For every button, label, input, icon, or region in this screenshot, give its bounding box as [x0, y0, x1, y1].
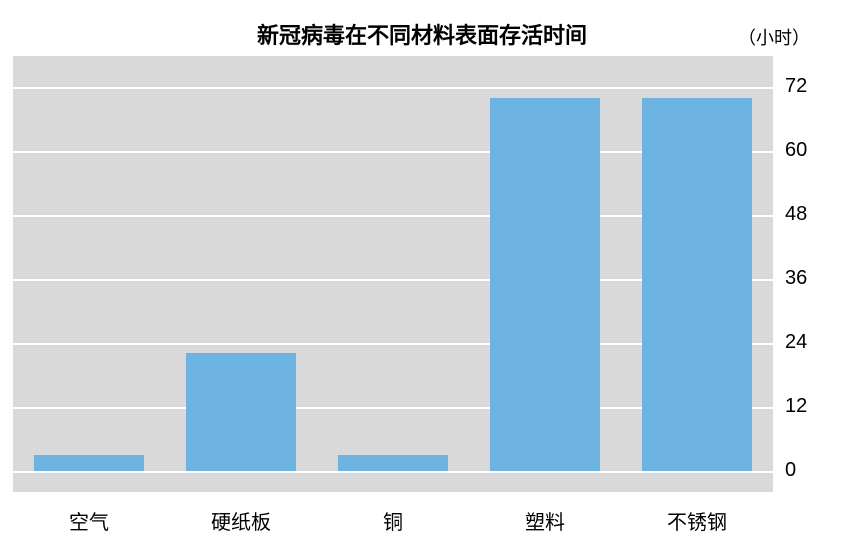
bar-4 — [642, 98, 751, 471]
gridline — [13, 471, 773, 473]
chart-title: 新冠病毒在不同材料表面存活时间 — [0, 18, 844, 50]
ytick-label: 36 — [785, 267, 807, 290]
bar-1 — [186, 353, 295, 470]
xtick-label: 空气 — [13, 506, 165, 535]
xtick-label: 塑料 — [469, 506, 621, 535]
plot-area — [13, 55, 773, 492]
xtick-label: 铜 — [317, 506, 469, 535]
ytick-label: 72 — [785, 75, 807, 98]
ytick-label: 48 — [785, 203, 807, 226]
ytick-label: 24 — [785, 331, 807, 354]
unit-label: （小时） — [738, 24, 810, 50]
xtick-label: 硬纸板 — [165, 506, 317, 535]
xtick-label: 不锈钢 — [621, 506, 773, 535]
ytick-label: 60 — [785, 139, 807, 162]
ytick-label: 12 — [785, 395, 807, 418]
ytick-label: 0 — [785, 459, 796, 482]
gridline — [13, 87, 773, 89]
bar-3 — [490, 98, 599, 471]
bar-0 — [34, 455, 143, 471]
bar-2 — [338, 455, 447, 471]
